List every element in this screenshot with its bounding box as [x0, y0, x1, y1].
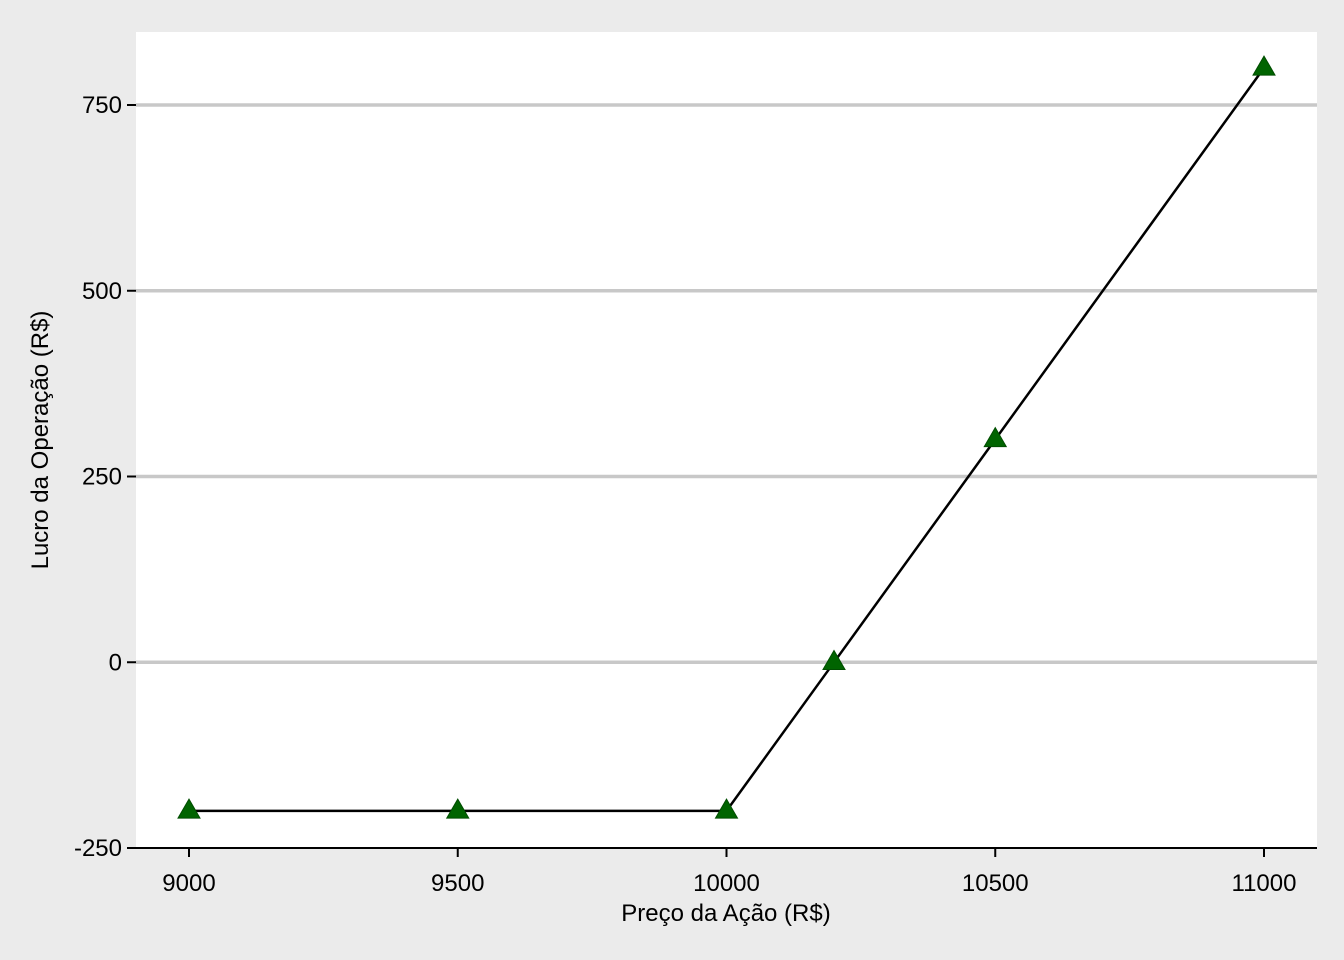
- data-point-triangle: [983, 426, 1008, 448]
- y-tick-label: -250: [74, 835, 122, 862]
- y-tick-label: 750: [82, 92, 122, 119]
- x-axis-title: Preço da Ação (R$): [621, 900, 830, 927]
- data-point-triangle: [1252, 55, 1276, 76]
- data-point-triangle: [822, 649, 846, 670]
- y-ticks: -250 0 250 500 750: [74, 92, 136, 862]
- series-line: [189, 67, 1266, 813]
- x-ticks: 9000 9500 10000 10500 11000: [162, 848, 1296, 897]
- x-tick-label: 11000: [1232, 870, 1297, 897]
- plot-panel: [136, 32, 1317, 848]
- x-tick-label: 9500: [431, 870, 484, 897]
- x-tick-label: 10500: [962, 870, 1029, 897]
- gridlines: [136, 103, 1317, 664]
- y-tick-label: 500: [82, 278, 122, 305]
- x-tick-label: 9000: [162, 870, 215, 897]
- x-tick-label: 10000: [693, 870, 760, 897]
- data-point-triangle: [445, 798, 470, 819]
- data-point-triangle: [177, 798, 201, 819]
- series: [177, 55, 1276, 819]
- data-point-triangle: [714, 798, 739, 819]
- y-tick-label: 0: [109, 649, 122, 676]
- y-axis-title: Lucro da Operação (R$): [27, 311, 54, 570]
- y-tick-label: 250: [82, 464, 122, 491]
